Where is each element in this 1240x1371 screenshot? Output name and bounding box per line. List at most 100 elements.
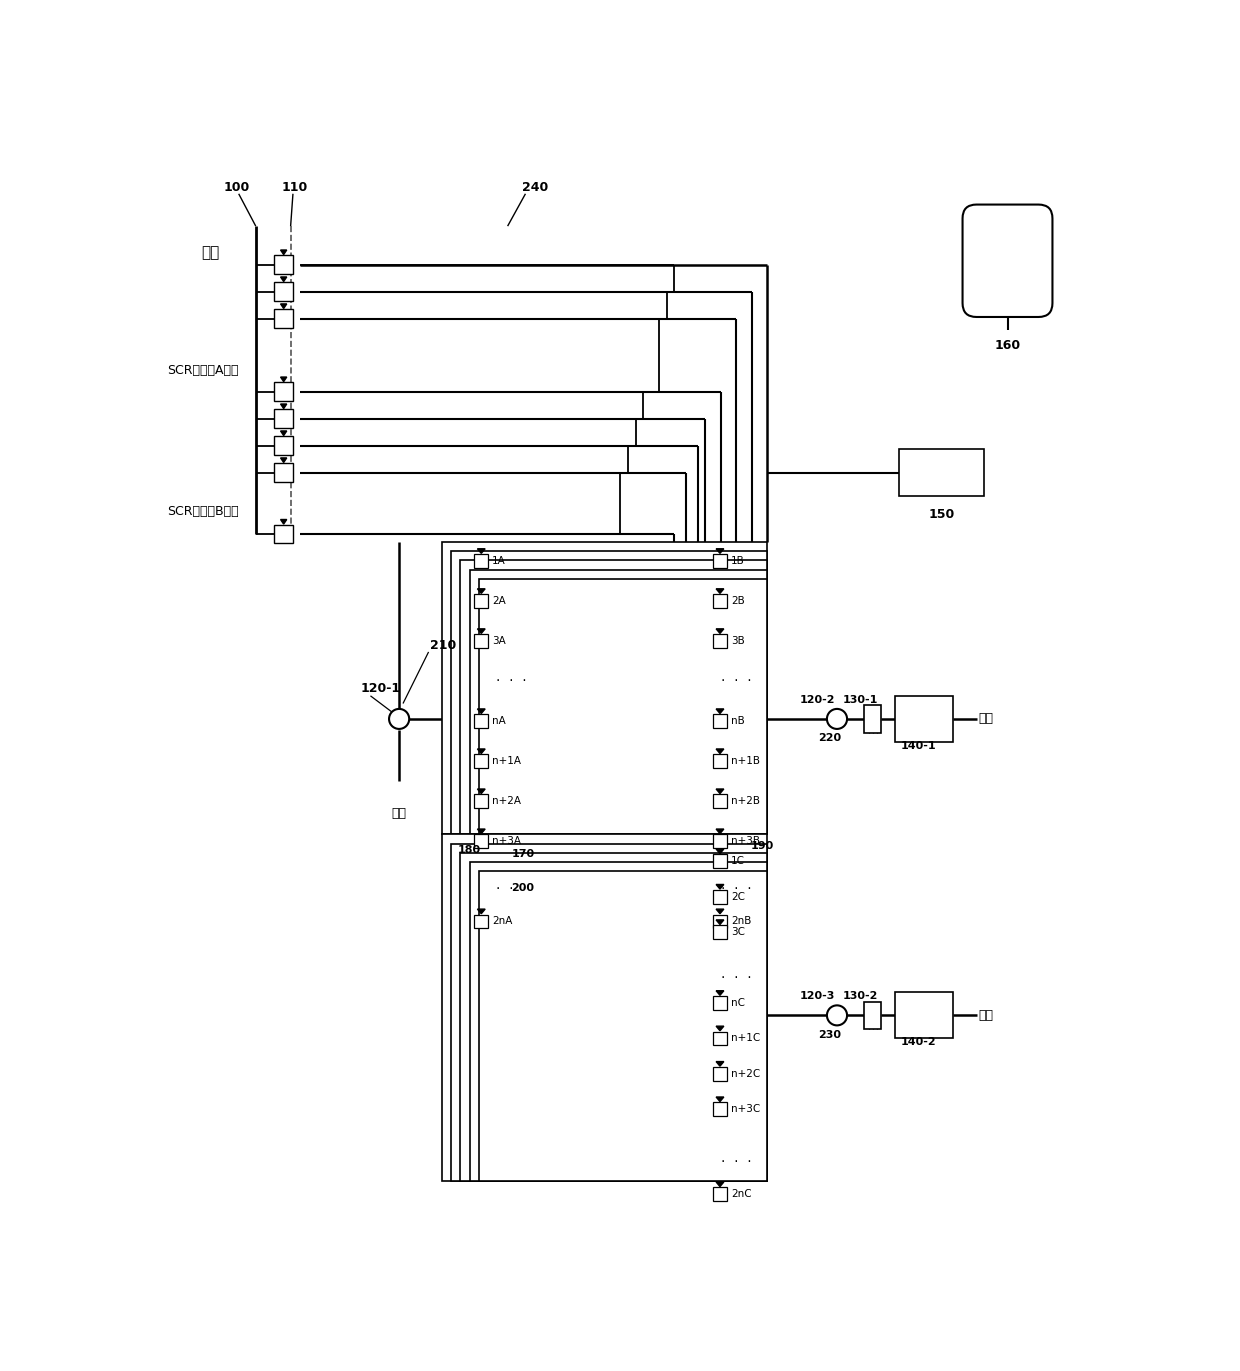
Bar [474,794,489,809]
Text: ·  ·  ·: · · · [720,883,751,897]
Polygon shape [477,588,485,594]
Bar [451,843,768,1180]
Bar [474,635,489,648]
Bar [713,835,727,849]
Text: 大气: 大气 [978,1009,993,1021]
Text: 2nB: 2nB [730,916,751,927]
Text: 烟道: 烟道 [201,245,219,260]
Polygon shape [477,788,485,794]
Polygon shape [280,520,286,524]
Text: 120-3: 120-3 [800,991,836,1001]
Text: 200: 200 [511,883,534,894]
Bar [274,463,293,481]
Bar [895,696,954,742]
Polygon shape [717,788,724,794]
Bar [713,925,727,939]
Polygon shape [717,849,724,854]
Polygon shape [280,277,286,281]
Polygon shape [717,709,724,713]
Bar [899,450,985,496]
Polygon shape [280,304,286,308]
Bar [713,594,727,609]
Bar [451,551,768,835]
Bar [274,255,293,274]
Circle shape [827,709,847,729]
Text: nB: nB [730,716,744,727]
Text: n+2A: n+2A [492,797,521,806]
Text: 3C: 3C [730,927,745,938]
Polygon shape [280,404,286,409]
Text: n+1B: n+1B [730,757,760,766]
Bar [713,1187,727,1201]
Text: 1B: 1B [730,557,744,566]
Polygon shape [477,909,485,913]
Text: 240: 240 [522,181,548,195]
Polygon shape [717,909,724,913]
Polygon shape [477,749,485,754]
Text: ·  ·  ·: · · · [720,675,751,688]
Circle shape [389,709,409,729]
Bar [713,854,727,868]
Polygon shape [477,709,485,713]
Polygon shape [477,548,485,554]
Bar [460,853,768,1180]
Bar [274,410,293,428]
Bar [470,862,768,1180]
Bar [274,310,293,328]
Text: ·  ·  ·: · · · [720,1156,751,1169]
Text: 120-2: 120-2 [800,695,836,705]
Text: nC: nC [730,998,745,1008]
Bar [713,997,727,1010]
Text: 110: 110 [281,181,308,195]
Bar [460,561,768,835]
Text: SCR反应室B侧：: SCR反应室B侧： [166,505,238,517]
Polygon shape [280,458,286,462]
Bar [713,890,727,903]
Text: n+3A: n+3A [492,836,521,846]
Text: 1A: 1A [492,557,506,566]
Polygon shape [717,749,724,754]
Text: 130-1: 130-1 [842,695,878,705]
Text: 2nA: 2nA [492,916,512,927]
Bar [274,525,293,543]
Text: 190: 190 [750,840,774,851]
Bar [274,436,293,455]
Bar [474,754,489,768]
Polygon shape [717,548,724,554]
Text: 大气: 大气 [978,713,993,725]
Text: ·  ·  ·: · · · [720,971,751,986]
Polygon shape [477,629,485,633]
Bar [895,993,954,1038]
Bar [474,554,489,568]
Text: 100: 100 [223,181,249,195]
Text: 2B: 2B [730,596,744,606]
Text: SCR反应室A侧：: SCR反应室A侧： [166,365,238,377]
Text: 3A: 3A [492,636,506,646]
Polygon shape [717,991,724,995]
Polygon shape [717,1182,724,1187]
Polygon shape [717,920,724,924]
Bar [479,872,768,1180]
Bar [713,914,727,928]
Text: 180: 180 [458,845,480,856]
Bar [474,594,489,609]
Polygon shape [717,1026,724,1031]
Bar [274,282,293,300]
Text: 140-1: 140-1 [900,740,936,751]
Bar [713,754,727,768]
Bar [713,554,727,568]
Polygon shape [280,250,286,255]
Polygon shape [280,430,286,436]
Polygon shape [717,588,724,594]
Text: 150: 150 [929,509,955,521]
Polygon shape [717,1061,724,1067]
Text: 2A: 2A [492,596,506,606]
Polygon shape [717,1097,724,1102]
Text: 170: 170 [511,849,534,858]
Bar [864,705,882,732]
Bar [274,383,293,400]
Bar [864,1001,882,1030]
Polygon shape [717,829,724,834]
Text: 160: 160 [994,339,1021,352]
Text: n+1C: n+1C [730,1034,760,1043]
